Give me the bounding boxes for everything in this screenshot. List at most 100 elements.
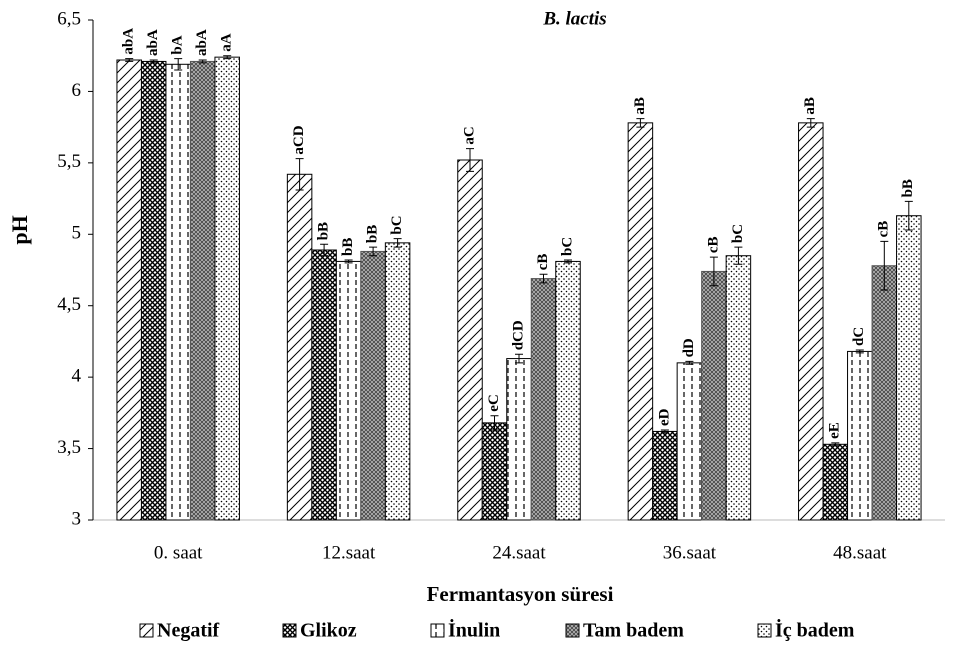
data-label: eD bbox=[656, 408, 672, 426]
error-bar bbox=[295, 158, 304, 191]
y-tick-label: 3 bbox=[72, 508, 82, 529]
bar bbox=[140, 60, 167, 521]
bar bbox=[481, 422, 508, 521]
x-tick-label: 0. saat bbox=[154, 542, 203, 563]
data-label: cB bbox=[705, 236, 721, 253]
data-label: cB bbox=[876, 221, 892, 238]
bar bbox=[652, 430, 678, 521]
error-bar bbox=[490, 415, 499, 431]
error-bar bbox=[149, 59, 158, 64]
y-tick-label: 6 bbox=[72, 80, 82, 101]
x-tick-label: 24.saat bbox=[492, 542, 546, 563]
data-label: bA bbox=[170, 35, 186, 54]
legend-swatch bbox=[282, 623, 297, 638]
error-bar bbox=[685, 360, 694, 365]
error-bar bbox=[223, 55, 232, 60]
error-bar bbox=[198, 59, 207, 64]
bar bbox=[530, 278, 557, 521]
error-bar bbox=[344, 259, 353, 264]
chart-title: B. lactis bbox=[542, 8, 606, 29]
bar bbox=[506, 358, 532, 521]
error-bar bbox=[831, 442, 840, 447]
error-bar bbox=[320, 243, 329, 257]
legend-label: Negatif bbox=[157, 620, 220, 642]
bar bbox=[847, 350, 873, 521]
error-bar bbox=[125, 58, 134, 62]
data-label: cB bbox=[535, 254, 551, 271]
data-label: bC bbox=[559, 237, 575, 256]
y-tick-label: 5,5 bbox=[57, 151, 81, 172]
error-bar bbox=[539, 273, 548, 284]
bar bbox=[116, 59, 142, 521]
legend-label: İç badem bbox=[775, 618, 855, 642]
data-label: aCD bbox=[291, 125, 307, 154]
bar bbox=[189, 60, 216, 521]
bar bbox=[457, 159, 483, 521]
bar bbox=[676, 362, 703, 521]
error-bar bbox=[855, 349, 864, 354]
error-bar bbox=[806, 118, 815, 128]
legend-label: İnulin bbox=[448, 618, 500, 642]
bar bbox=[627, 122, 654, 521]
bar bbox=[165, 63, 191, 521]
bar bbox=[360, 250, 386, 521]
data-label: bC bbox=[389, 215, 405, 234]
data-label: aB bbox=[802, 97, 818, 115]
error-bar bbox=[636, 118, 645, 128]
error-bar bbox=[564, 259, 572, 264]
data-label: dD bbox=[681, 338, 697, 357]
error-bar bbox=[709, 256, 718, 287]
data-label: abA bbox=[121, 28, 137, 55]
bar bbox=[286, 173, 313, 521]
legend-label: Tam badem bbox=[583, 620, 684, 642]
error-bar bbox=[393, 238, 402, 248]
x-tick-label: 12.saat bbox=[322, 542, 376, 563]
data-label: eC bbox=[486, 394, 502, 412]
data-label: abA bbox=[194, 29, 210, 56]
data-label: bB bbox=[900, 179, 916, 197]
data-label: bB bbox=[316, 222, 332, 240]
x-axis-label: Fermantasyon süresi bbox=[427, 582, 614, 606]
data-label: bB bbox=[365, 225, 381, 243]
data-label: dC bbox=[851, 327, 867, 346]
x-tick-label: 36.saat bbox=[663, 542, 717, 563]
bar bbox=[555, 260, 581, 521]
legend-swatch bbox=[565, 623, 580, 638]
legend-label: Glikoz bbox=[300, 620, 357, 642]
error-bar bbox=[515, 353, 523, 364]
y-axis-label: pH bbox=[7, 215, 32, 244]
y-tick-label: 4 bbox=[72, 366, 82, 387]
error-bar bbox=[369, 246, 378, 257]
bar bbox=[725, 255, 752, 521]
error-bar bbox=[904, 200, 913, 231]
y-tick-label: 5 bbox=[72, 223, 82, 244]
data-label: abA bbox=[145, 29, 161, 56]
y-tick-label: 6,5 bbox=[57, 8, 81, 29]
bar bbox=[871, 265, 898, 521]
bar bbox=[384, 242, 411, 521]
data-label: dCD bbox=[510, 320, 526, 350]
legend-swatch bbox=[757, 623, 772, 638]
bar bbox=[798, 122, 824, 521]
data-label: eE bbox=[827, 422, 843, 439]
y-tick-label: 4,5 bbox=[57, 294, 81, 315]
bar bbox=[335, 260, 362, 521]
data-label: bB bbox=[340, 238, 356, 256]
bar bbox=[311, 249, 337, 521]
legend-swatch bbox=[139, 623, 154, 638]
y-tick-label: 3,5 bbox=[57, 437, 81, 458]
data-label: aB bbox=[632, 97, 648, 115]
bar bbox=[822, 443, 849, 521]
error-bar bbox=[466, 148, 474, 172]
error-bar bbox=[174, 58, 183, 71]
data-label: bC bbox=[730, 224, 746, 243]
legend-swatch bbox=[430, 623, 445, 638]
x-tick-label: 48.saat bbox=[833, 542, 887, 563]
bar bbox=[214, 56, 240, 521]
error-bar bbox=[660, 429, 669, 434]
error-bar bbox=[880, 240, 889, 291]
bar bbox=[896, 215, 922, 521]
bar bbox=[701, 270, 727, 521]
data-label: aA bbox=[219, 33, 235, 52]
